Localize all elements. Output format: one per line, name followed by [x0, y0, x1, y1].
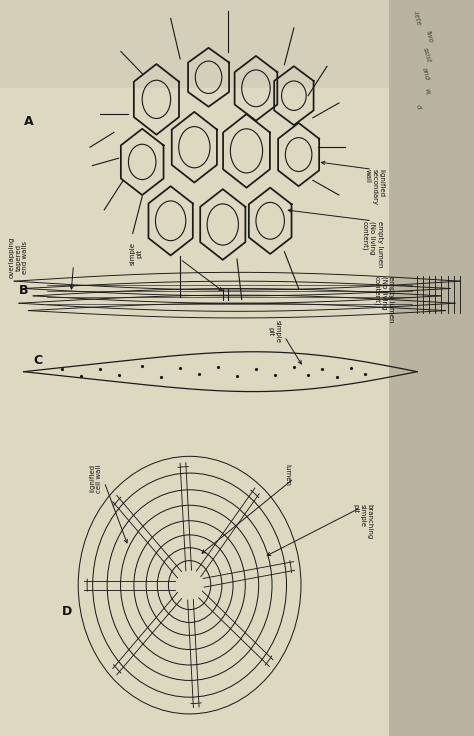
Text: lignified
secondary
wall: lignified secondary wall — [365, 169, 384, 205]
Bar — [0, 0, 389, 88]
Text: empty lumen
(No living
content): empty lumen (No living content) — [374, 276, 394, 322]
Text: C: C — [33, 354, 42, 367]
Text: two: two — [424, 30, 433, 43]
Text: -lete: -lete — [411, 10, 421, 26]
Text: ssist: ssist — [422, 47, 432, 63]
Text: lignified
cell wall: lignified cell wall — [89, 464, 102, 492]
Text: D: D — [62, 604, 72, 618]
Text: lumen: lumen — [284, 464, 291, 486]
Text: simple
pit: simple pit — [268, 319, 281, 343]
Text: overlapping
tapered
end walls: overlapping tapered end walls — [9, 237, 28, 278]
Text: A: A — [24, 115, 33, 128]
Text: B: B — [19, 284, 28, 297]
Text: d: d — [415, 104, 422, 110]
Bar — [0, 0, 389, 736]
Text: and: and — [421, 66, 430, 81]
Text: branching
simple
pit: branching simple pit — [353, 504, 373, 539]
Text: simple
pit: simple pit — [129, 242, 142, 266]
Bar — [389, 0, 474, 736]
Text: w,: w, — [423, 88, 431, 96]
Text: empty lumen
(No living
content): empty lumen (No living content) — [362, 221, 383, 267]
